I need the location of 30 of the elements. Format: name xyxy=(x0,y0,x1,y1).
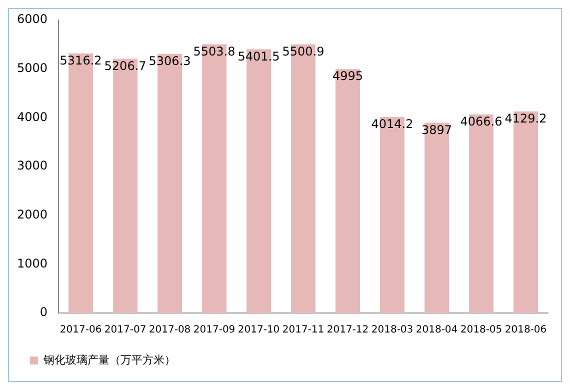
y-tick-label: 3000 xyxy=(16,158,48,173)
x-tick-label: 2018-03 xyxy=(371,324,414,336)
x-tick-label: 2017-07 xyxy=(104,324,146,336)
y-tick-label: 4000 xyxy=(16,110,48,124)
x-tick-label: 2017-12 xyxy=(326,324,369,336)
x-tick-label: 2017-10 xyxy=(238,324,280,336)
data-label: 4066.6 xyxy=(460,114,502,129)
y-tick-label: 5000 xyxy=(16,60,48,75)
data-label: 3897 xyxy=(421,122,452,137)
x-tick-label: 2017-11 xyxy=(282,324,324,336)
x-tick-label: 2018-06 xyxy=(504,324,547,336)
x-tick-label: 2017-09 xyxy=(193,324,236,336)
data-label: 5316.2 xyxy=(60,54,102,68)
y-tick-label: 1000 xyxy=(16,256,48,270)
data-label: 4014.2 xyxy=(371,117,414,132)
x-tick-label: 2018-05 xyxy=(460,324,502,336)
data-label: 4129.2 xyxy=(504,111,547,126)
data-label: 5206.7 xyxy=(104,58,146,73)
data-label: 5503.8 xyxy=(193,44,236,58)
data-label: 5401.5 xyxy=(238,49,280,64)
x-tick-label: 2017-06 xyxy=(60,324,102,336)
x-tick-label: 2018-04 xyxy=(416,324,458,336)
y-tick-label: 0 xyxy=(40,305,48,320)
legend-label: 钢化玻璃产量（万平方米） xyxy=(42,353,176,366)
data-label: 5500.9 xyxy=(282,44,324,58)
y-tick-label: 2000 xyxy=(16,207,48,222)
x-tick-label: 2017-08 xyxy=(148,324,191,336)
data-label: 4995 xyxy=(332,69,364,84)
y-tick-label: 6000 xyxy=(16,12,48,26)
data-label: 5306.3 xyxy=(148,54,191,68)
